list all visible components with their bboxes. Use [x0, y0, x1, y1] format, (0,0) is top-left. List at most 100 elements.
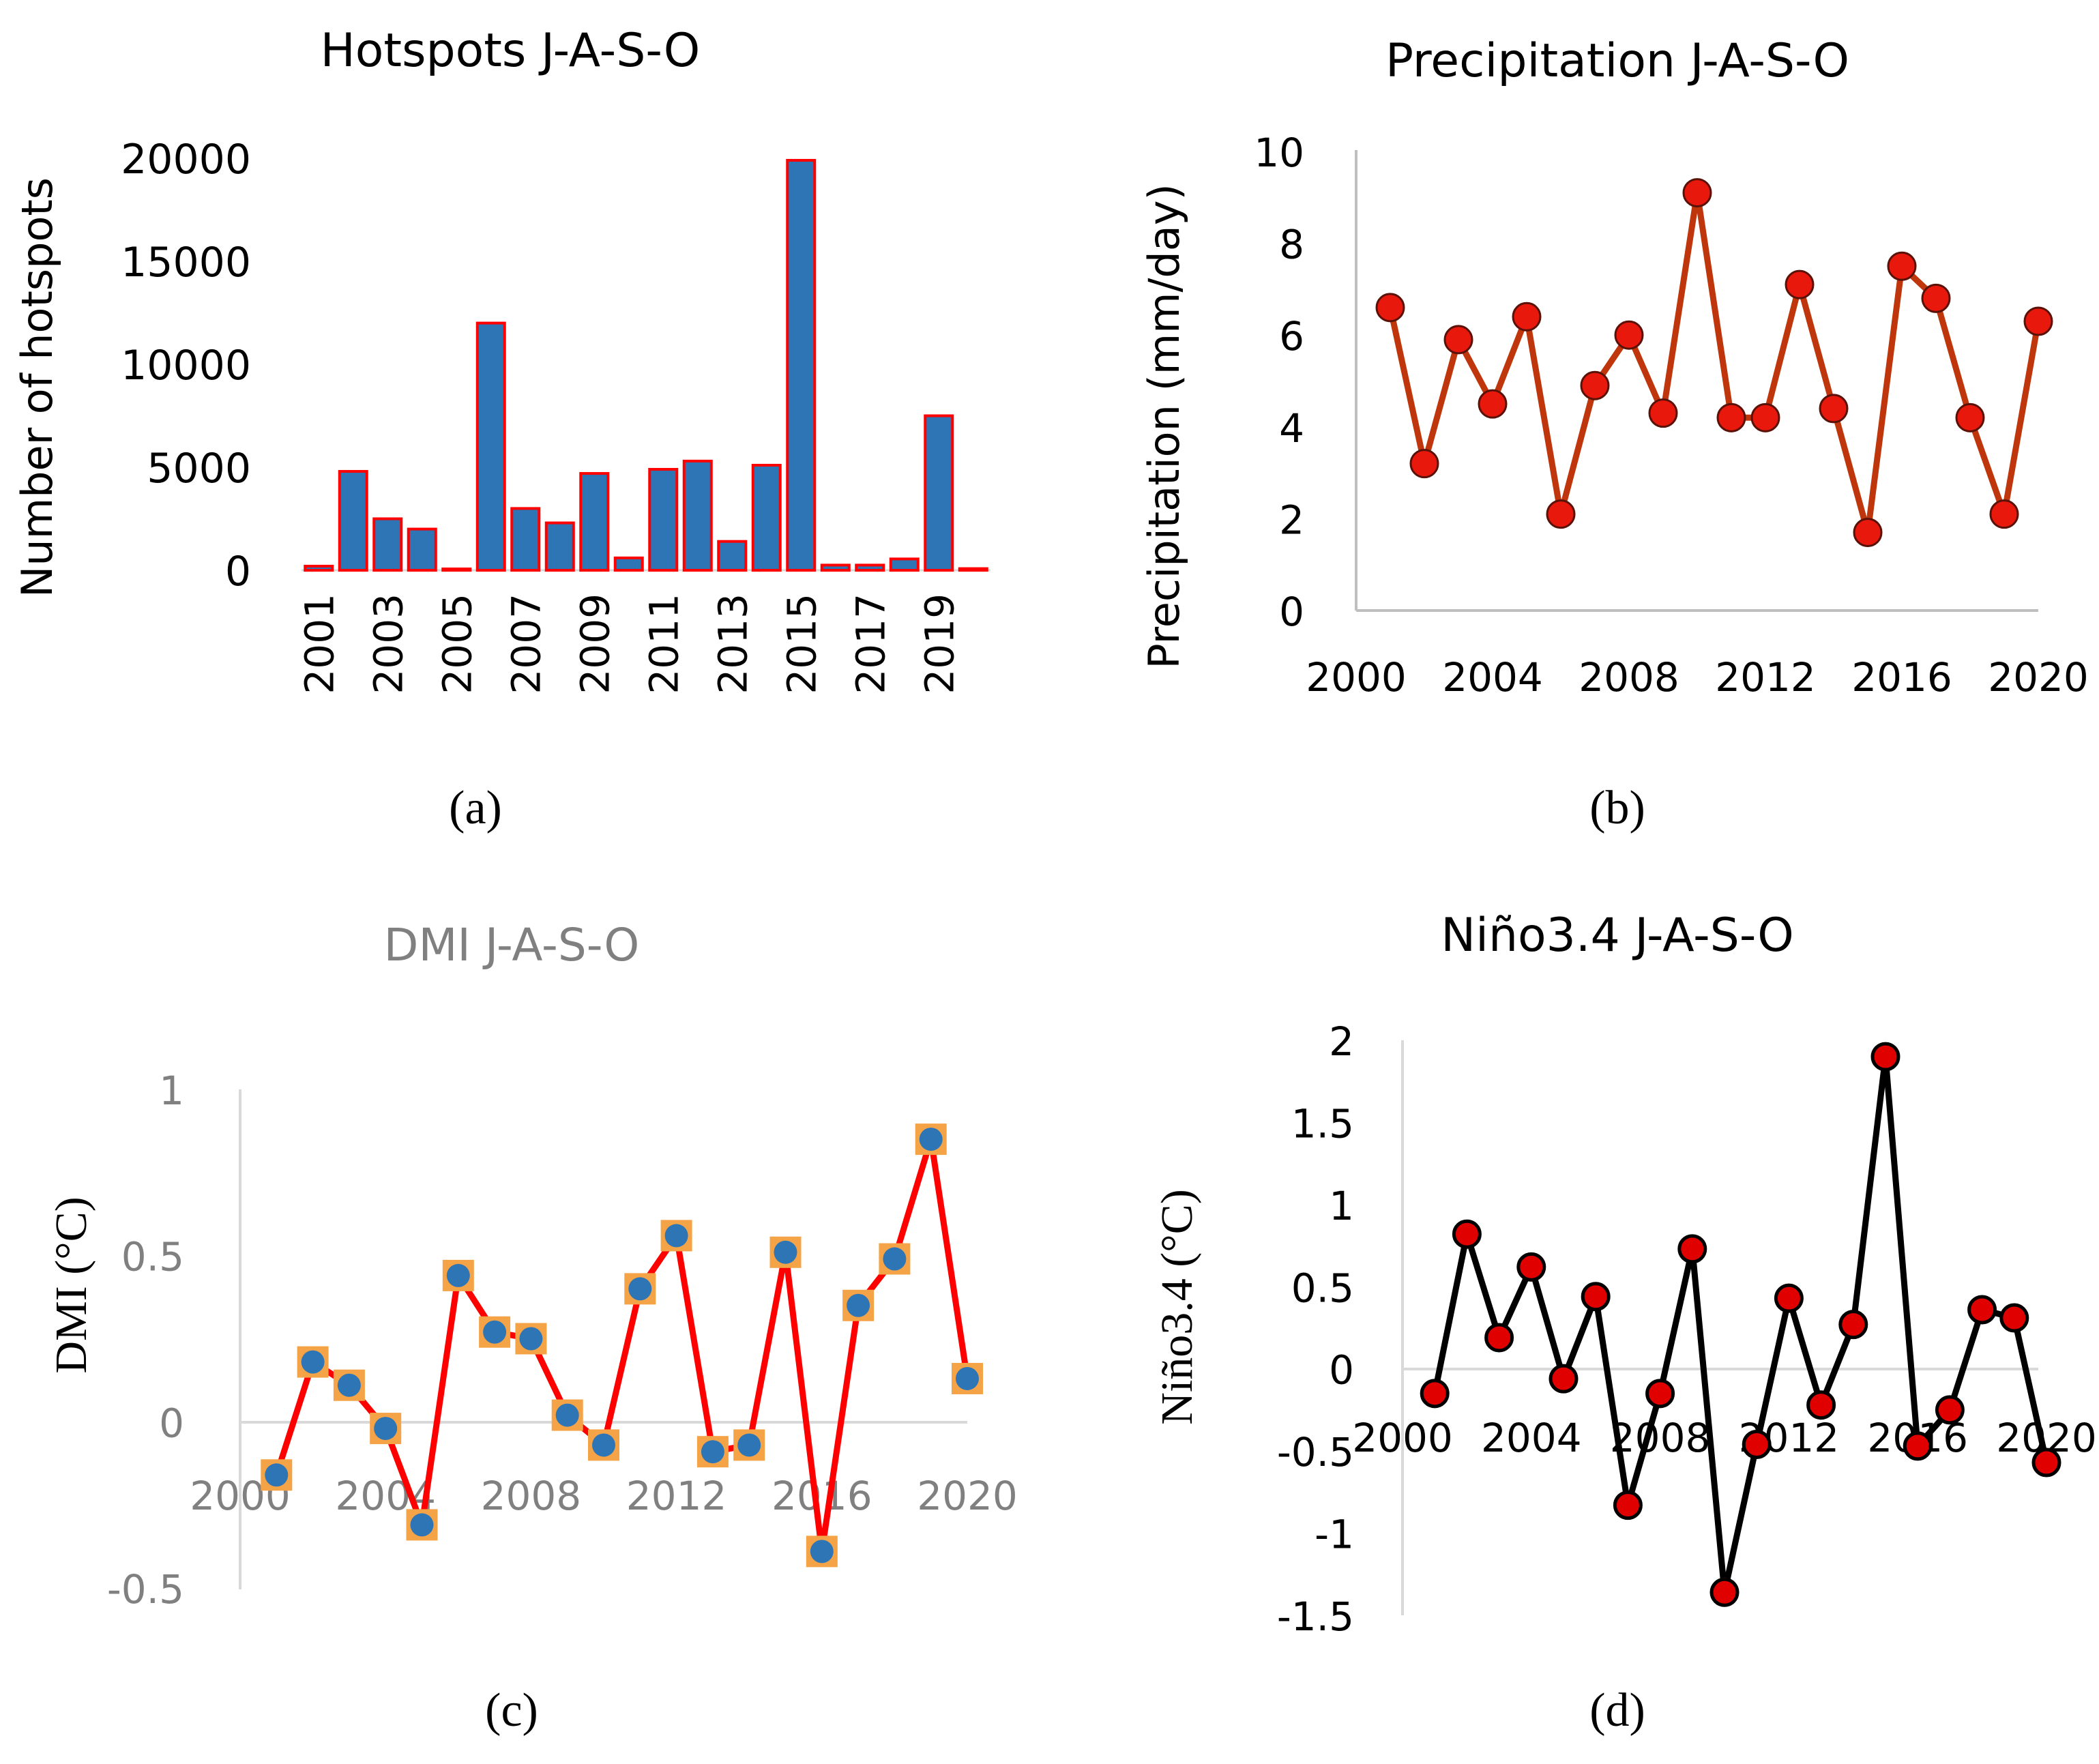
chart-b-y-ticks: 0 2 4 6 8 10 [1254, 130, 1304, 635]
y-tick-label: 2 [1329, 1018, 1354, 1065]
data-point-2015 [1870, 1042, 1900, 1072]
data-point-2002 [1452, 1219, 1482, 1249]
data-point-2009 [1648, 398, 1678, 428]
x-tick-label: 2011 [641, 593, 687, 694]
y-tick-label: 0 [1329, 1347, 1354, 1394]
chart-d-title: Niño3.4 J-A-S-O [1441, 909, 1794, 962]
data-point-2005 [410, 1513, 434, 1537]
y-tick-label: -1.5 [1277, 1593, 1354, 1640]
data-point-2012 [1774, 1283, 1804, 1313]
x-tick-label: 2005 [434, 593, 480, 694]
y-tick-label: 8 [1279, 222, 1304, 268]
data-point-2015 [774, 1240, 797, 1264]
data-point-2001 [1420, 1379, 1450, 1409]
chart-a-x-ticks: 2001 2003 2005 2007 2009 2011 2013 2015 2017 2019 [296, 593, 963, 694]
data-point-2013 [1806, 1390, 1836, 1420]
data-point-2006 [446, 1263, 470, 1287]
x-tick-label: 2001 [296, 593, 342, 694]
data-point-2014 [737, 1433, 761, 1457]
panel-a-hotspots-chart: Hotspots J-A-S-O Number of hotspots 0 500… [12, 24, 990, 834]
bar-2018 [889, 557, 920, 572]
data-point-2019 [1989, 499, 2019, 529]
data-point-2005 [1512, 302, 1542, 332]
data-point-2017 [847, 1293, 870, 1317]
panel-d-nino34-chart: Niño3.4 J-A-S-O Niño3.4 (°C) -1.5 -1 -0.5 0… [1152, 909, 2097, 1737]
data-point-2009 [1677, 1234, 1707, 1264]
chart-a-title: Hotspots J-A-S-O [321, 24, 701, 78]
data-point-2013 [1785, 269, 1815, 299]
bar-2001 [304, 564, 334, 572]
x-tick-label: 2004 [1481, 1415, 1582, 1461]
y-tick-label: -0.5 [107, 1566, 184, 1613]
data-point-2004 [1478, 389, 1508, 419]
x-tick-label: 2020 [917, 1473, 1018, 1519]
bar-2011 [648, 468, 679, 572]
y-tick-label: -0.5 [1277, 1429, 1354, 1475]
bar-2008 [544, 521, 575, 572]
data-point-2019 [1999, 1303, 2029, 1333]
x-tick-label: 2017 [847, 593, 894, 694]
chart-c-y-ticks: -0.5 0 0.5 1 [107, 1068, 184, 1613]
chart-b-x-ticks: 2000 2004 2008 2012 2016 2020 [1306, 654, 2089, 701]
chart-a-ylabel: Number of hotspots [12, 177, 62, 598]
data-point-2020 [956, 1366, 979, 1390]
panel-label-c: (c) [485, 1684, 538, 1737]
data-point-2004 [374, 1417, 398, 1441]
y-tick-label: -1 [1315, 1512, 1354, 1558]
y-tick-label: 10 [1254, 130, 1304, 176]
y-tick-label: 0 [1279, 589, 1304, 635]
x-tick-label: 2012 [1715, 654, 1816, 701]
panel-label-d: (d) [1589, 1684, 1645, 1737]
panel-label-a: (a) [449, 782, 502, 834]
bar-2015 [786, 159, 817, 572]
data-point-2010 [592, 1433, 615, 1457]
data-point-2003 [1443, 325, 1473, 355]
data-point-2014 [1819, 394, 1849, 424]
data-point-2020 [2031, 1447, 2061, 1478]
data-point-2015 [1853, 518, 1883, 548]
y-tick-label: 6 [1279, 313, 1304, 359]
bar-2014 [751, 463, 782, 572]
data-point-2003 [1484, 1323, 1514, 1353]
chart-d-points [1420, 1042, 2061, 1607]
chart-a-y-ticks: 0 5000 10000 15000 20000 [121, 136, 251, 596]
data-point-2001 [265, 1463, 289, 1487]
data-point-2017 [1935, 1395, 1965, 1425]
data-point-2012 [664, 1224, 688, 1248]
data-point-2006 [1546, 499, 1576, 529]
y-tick-label: 0 [159, 1400, 184, 1446]
x-tick-label: 2004 [1442, 654, 1543, 701]
x-tick-label: 2008 [481, 1473, 582, 1519]
panel-c-dmi-chart: DMI J-A-S-O DMI (°C) -0.500.51 2000 2004 2… [46, 919, 1018, 1737]
y-tick-label: 5000 [147, 445, 251, 493]
y-tick-label: 1 [159, 1068, 184, 1114]
data-point-2012 [1750, 402, 1780, 432]
chart-c-points [261, 1123, 983, 1568]
bar-2003 [372, 517, 403, 572]
data-point-2002 [1409, 449, 1439, 479]
x-tick-label: 2020 [1988, 654, 2089, 701]
x-tick-label: 2016 [772, 1473, 872, 1519]
x-tick-label: 2015 [778, 593, 825, 694]
data-point-2006 [1581, 1282, 1611, 1312]
x-tick-label: 2008 [1610, 1415, 1711, 1461]
data-point-2010 [1709, 1577, 1740, 1607]
data-point-2017 [1921, 283, 1951, 313]
data-point-2016 [1903, 1431, 1933, 1461]
panel-label-b: (b) [1589, 782, 1645, 834]
chart-d-series-line [1431, 1053, 2050, 1596]
data-point-2014 [1838, 1310, 1868, 1340]
chart-c-title: DMI J-A-S-O [384, 919, 640, 971]
data-point-2016 [810, 1540, 834, 1563]
data-point-2007 [1580, 370, 1610, 400]
x-tick-label: 2012 [626, 1473, 727, 1519]
x-tick-label: 2003 [365, 593, 411, 694]
chart-d-y-ticks: -1.5 -1 -0.5 0 0.5 1 1.5 2 [1277, 1018, 1354, 1640]
y-tick-label: 1.5 [1291, 1100, 1354, 1147]
y-tick-label: 0.5 [1291, 1265, 1354, 1311]
chart-c-x-ticks: 2000 2004 2008 2012 2016 2020 [190, 1473, 1018, 1519]
y-tick-label: 20000 [121, 136, 251, 183]
data-point-2019 [919, 1128, 943, 1151]
